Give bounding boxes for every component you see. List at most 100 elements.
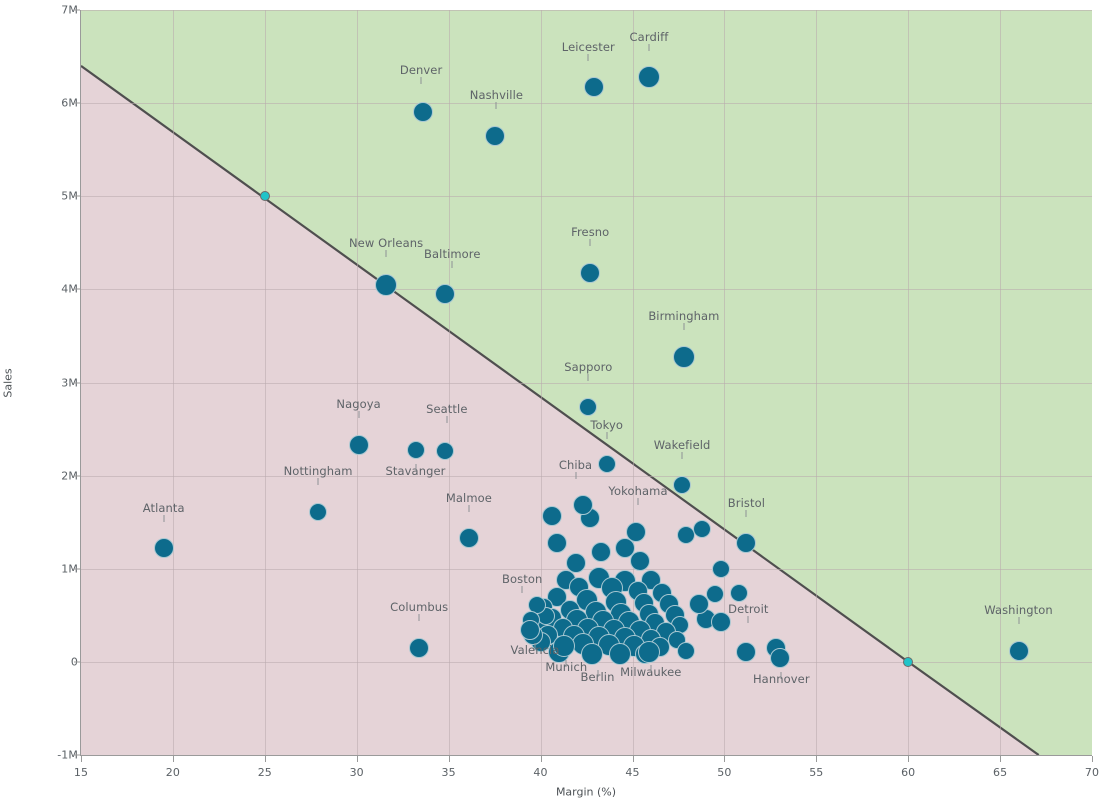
label-leader-line [495, 102, 497, 110]
gridline-horizontal [81, 568, 1092, 570]
label-leader-line [468, 504, 470, 512]
data-bubble-bristol[interactable] [736, 532, 757, 553]
data-bubble[interactable] [629, 551, 650, 572]
data-bubble[interactable] [676, 641, 695, 660]
highlight-bubble[interactable] [259, 191, 270, 202]
data-bubble[interactable] [730, 584, 749, 602]
y-tick-label: 5M [61, 189, 78, 203]
point-label: Boston [502, 572, 543, 587]
label-leader-line [745, 510, 747, 518]
data-bubble[interactable] [565, 553, 586, 574]
label-leader-line [747, 616, 749, 624]
y-tick-label: 0 [0, 655, 78, 668]
data-bubble-malmoe[interactable] [458, 528, 479, 548]
gridline-horizontal [81, 475, 1092, 477]
data-bubble[interactable] [615, 538, 636, 559]
y-tick-mark [74, 195, 80, 197]
data-bubble-milwaukee[interactable] [638, 640, 660, 663]
label-leader-line [534, 643, 536, 651]
label-leader-line [385, 250, 387, 258]
data-bubble-berlin[interactable] [581, 643, 603, 666]
label-leader-line [575, 471, 576, 479]
data-bubble-birmingham[interactable] [672, 346, 695, 369]
x-tick-label: 55 [809, 766, 824, 779]
plot-area[interactable]: Cardiff Leicester Denver Nashville Fresno New… [81, 10, 1092, 755]
label-leader-line [163, 514, 165, 522]
gridline-horizontal [81, 382, 1092, 384]
data-bubble-sapporo[interactable] [579, 397, 598, 416]
data-bubble[interactable] [676, 526, 695, 545]
label-leader-line [317, 478, 319, 486]
point-label: Wakefield [653, 438, 711, 453]
gridline-horizontal [81, 10, 1092, 11]
data-bubble-nashville[interactable] [484, 125, 505, 146]
point-label: Valencia [510, 643, 560, 658]
x-tick-mark [540, 756, 542, 762]
label-leader-line [415, 463, 416, 471]
data-bubble[interactable] [608, 642, 631, 665]
x-tick-mark [264, 756, 266, 762]
label-leader-line [446, 416, 448, 423]
data-bubble-washington[interactable] [1008, 640, 1029, 661]
y-tick-mark [74, 382, 80, 383]
data-bubble-nottingham[interactable] [309, 502, 328, 521]
x-axis-title: Margin (%) [555, 785, 617, 799]
point-label: Malmoe [445, 490, 492, 505]
data-bubble-cardiff[interactable] [638, 66, 660, 88]
data-bubble[interactable] [591, 542, 612, 562]
data-bubble[interactable] [706, 584, 725, 603]
point-label: Baltimore [424, 246, 481, 261]
x-axis-line [81, 755, 1092, 756]
label-leader-line [587, 53, 589, 61]
data-bubble-munich[interactable] [553, 635, 576, 657]
data-bubble-denver[interactable] [412, 101, 433, 122]
x-tick-mark [356, 756, 358, 762]
label-leader-line [451, 260, 453, 268]
data-bubble-tokyo[interactable] [597, 455, 616, 474]
point-label: Atlanta [142, 500, 185, 515]
point-label: Munich [545, 660, 588, 674]
point-label: Chiba [558, 457, 593, 472]
x-tick-mark [724, 756, 726, 762]
data-bubble-chiba[interactable] [572, 495, 593, 516]
data-bubble[interactable] [693, 519, 712, 538]
gridline-horizontal [81, 103, 1092, 105]
data-bubble-leicester[interactable] [583, 77, 604, 98]
point-label: New Orleans [348, 236, 424, 251]
data-bubble-nagoya[interactable] [348, 434, 369, 455]
point-label: Detroit [728, 602, 769, 617]
point-label: Yokohama [608, 484, 668, 498]
data-bubble[interactable] [541, 505, 562, 526]
data-bubble-stavanger[interactable] [406, 440, 425, 459]
data-bubble-atlanta[interactable] [153, 538, 174, 559]
data-bubble-columbus[interactable] [409, 637, 430, 658]
point-label: Sapporo [564, 360, 613, 375]
label-leader-line [587, 374, 589, 382]
label-leader-line [420, 77, 422, 84]
y-tick-label: 1M [61, 562, 78, 576]
data-bubble[interactable] [711, 559, 730, 578]
x-tick-label: 30 [349, 766, 364, 779]
data-bubble-detroit[interactable] [736, 641, 757, 662]
x-tick-label: 35 [441, 766, 456, 779]
label-leader-line [565, 660, 567, 667]
x-tick-mark [632, 756, 634, 762]
data-bubble-new-orleans[interactable] [375, 273, 398, 296]
bubble-layer[interactable] [81, 10, 1092, 755]
highlight-bubble[interactable] [903, 656, 914, 667]
data-bubble-valencia[interactable] [519, 620, 540, 641]
x-tick-label: 65 [992, 766, 1008, 779]
data-bubble-fresno[interactable] [580, 262, 601, 283]
data-bubble[interactable] [688, 594, 709, 615]
data-bubble-hannover[interactable] [769, 648, 790, 669]
data-bubble-baltimore[interactable] [435, 284, 455, 304]
data-bubble-wakefield[interactable] [673, 475, 692, 494]
data-bubble[interactable] [547, 532, 568, 553]
data-bubble[interactable] [710, 611, 731, 632]
point-label: Stavanger [385, 463, 446, 478]
label-leader-line [589, 239, 591, 247]
data-bubble-yokohama[interactable] [626, 521, 647, 542]
data-bubble-seattle[interactable] [436, 441, 454, 460]
label-leader-line [1018, 617, 1019, 625]
